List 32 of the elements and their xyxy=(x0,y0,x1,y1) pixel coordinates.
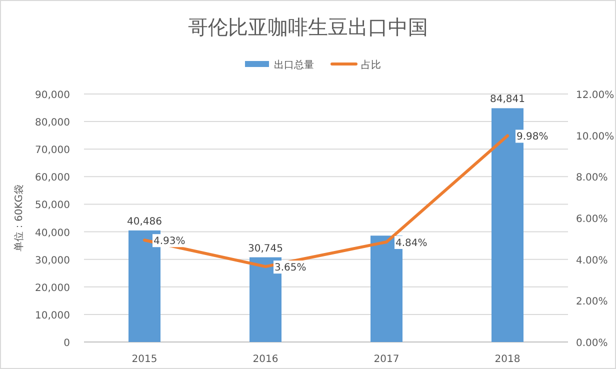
y-tick-label: 40,000 xyxy=(35,228,70,239)
y2-tick-label: 6.00% xyxy=(576,214,608,225)
y-tick-label: 30,000 xyxy=(35,255,70,266)
data-label: 9.98% xyxy=(516,132,548,143)
y2-tick-label: 4.00% xyxy=(576,255,608,266)
data-label: 84,841 xyxy=(490,94,525,106)
y-tick-label: 20,000 xyxy=(35,282,70,294)
y2-tick-label: 8.00% xyxy=(576,172,608,184)
title: 哥伦比亚咖啡生豆出口中国 xyxy=(188,15,428,39)
y-tick-label: 60,000 xyxy=(35,172,70,184)
data-label: 4.84% xyxy=(396,238,428,249)
y2-tick-label: 0.00% xyxy=(576,338,608,349)
x-tick-label: 2018 xyxy=(494,354,520,365)
x-tick-label: 2016 xyxy=(252,354,278,365)
data-label: 4.93% xyxy=(154,236,186,248)
data-label: 30,745 xyxy=(248,243,283,254)
data-label: 40,486 xyxy=(127,216,162,228)
y-tick-label: 90,000 xyxy=(35,90,70,101)
legend-label: 占比 xyxy=(361,59,381,71)
y-tick-label: 0 xyxy=(64,338,70,349)
x-tick-label: 2017 xyxy=(374,354,400,365)
data-label: 3.65% xyxy=(274,262,306,274)
y-axis-title: 单位：60KG袋 xyxy=(13,184,25,252)
y-tick-label: 70,000 xyxy=(35,145,70,156)
y2-tick-label: 2.00% xyxy=(576,296,608,308)
y2-tick-label: 12.00% xyxy=(576,90,614,101)
y-tick-label: 50,000 xyxy=(35,200,70,212)
x-tick-label: 2015 xyxy=(132,354,158,365)
y2-tick-label: 10.00% xyxy=(576,131,614,142)
y-tick-label: 10,000 xyxy=(35,310,70,322)
legend-label: 出口总量 xyxy=(274,59,314,71)
y-tick-label: 80,000 xyxy=(35,118,70,129)
